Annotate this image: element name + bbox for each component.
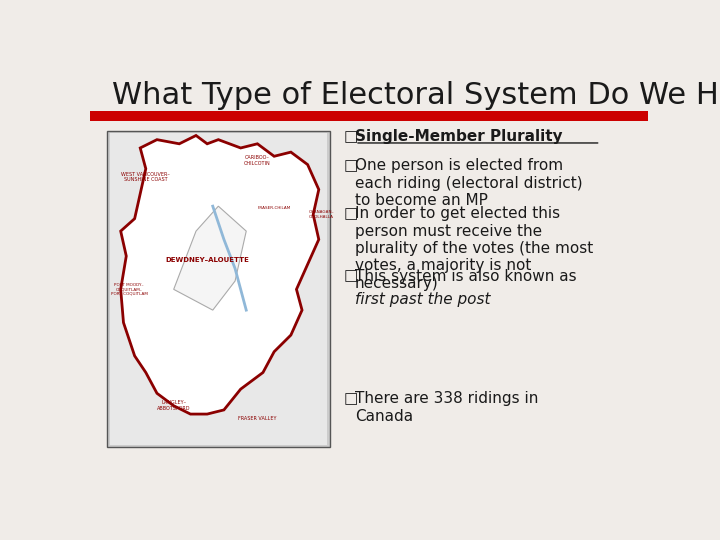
Bar (90, 111, 648, 121)
Text: What Type of Electoral System Do We Have?: What Type of Electoral System Do We Have… (112, 82, 720, 111)
Text: WEST VANCOUVER–
SUNSHINE COAST: WEST VANCOUVER– SUNSHINE COAST (122, 172, 170, 183)
Text: □: □ (344, 268, 359, 284)
Text: FRASER VALLEY: FRASER VALLEY (238, 416, 276, 421)
Polygon shape (174, 206, 246, 310)
Text: Single-Member Plurality: Single-Member Plurality (355, 129, 562, 144)
Bar (107, 131, 330, 447)
Text: PORT MOODY–
COQUITLAM–
PORT COQUITLAM: PORT MOODY– COQUITLAM– PORT COQUITLAM (111, 283, 148, 296)
Text: OKANAGAN–
COOLHALLA: OKANAGAN– COOLHALLA (309, 210, 334, 219)
Text: □: □ (344, 391, 359, 406)
Text: first past the post: first past the post (355, 292, 490, 307)
Text: DEWDNEY–ALOUETTE: DEWDNEY–ALOUETTE (166, 257, 249, 263)
Text: □: □ (344, 129, 359, 144)
Text: □: □ (344, 158, 359, 173)
Text: In order to get elected this
person must receive the
plurality of the votes (the: In order to get elected this person must… (355, 206, 593, 291)
Text: FRASER-CHILAM: FRASER-CHILAM (258, 206, 291, 210)
Text: This system is also known as: This system is also known as (355, 268, 577, 284)
Bar (109, 133, 327, 446)
Polygon shape (121, 136, 319, 414)
Text: LANGLEY–
ABBOTSFORD: LANGLEY– ABBOTSFORD (157, 400, 191, 411)
Text: One person is elected from
each riding (electoral district)
to become an MP: One person is elected from each riding (… (355, 158, 582, 208)
Text: □: □ (344, 206, 359, 221)
Text: CARIBOO–
CHILCOTIN: CARIBOO– CHILCOTIN (244, 155, 271, 166)
Text: There are 338 ridings in
Canada: There are 338 ridings in Canada (355, 391, 539, 423)
